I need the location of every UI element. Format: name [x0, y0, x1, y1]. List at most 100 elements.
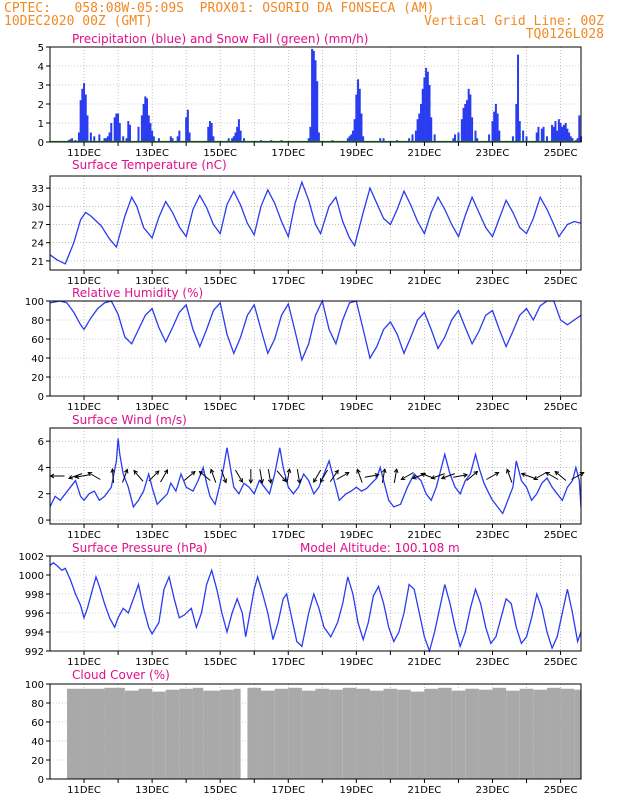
x-tick-label: 11DEC	[67, 402, 101, 413]
wind-arrow	[160, 469, 168, 483]
y-tick-label: 998	[25, 590, 44, 601]
precipitation-bar	[144, 96, 147, 142]
wind-arrow	[199, 471, 211, 481]
cloud-cover-bar	[203, 690, 221, 779]
precipitation-bar	[467, 88, 470, 142]
cloud-cover-bar	[274, 688, 289, 779]
series-line	[49, 438, 582, 515]
cloud-cover-bar	[220, 689, 234, 779]
wind-arrow-head	[440, 475, 446, 480]
cloud-cover-bar	[397, 689, 411, 779]
wind-arrow-head	[374, 473, 380, 478]
precipitation-bar	[113, 117, 116, 142]
precipitation-bar	[157, 138, 160, 142]
wind-arrow	[453, 474, 468, 478]
x-tick-label: 11DEC	[67, 530, 101, 541]
precipitation-bar	[309, 126, 312, 142]
precipitation-bar	[128, 124, 131, 142]
precipitation-bar	[171, 138, 174, 142]
x-tick-label: 15DEC	[203, 148, 237, 159]
precipitation-bar	[569, 136, 572, 142]
chart-header-left: CPTEC: 058:08W-05:09S PROX01: OSORIO DA …	[4, 2, 434, 28]
x-tick-label: 19DEC	[339, 785, 373, 796]
x-tick-label: 15DEC	[203, 530, 237, 541]
precipitation-bar	[568, 132, 571, 142]
panel-title: Surface Pressure (hPa)	[72, 541, 208, 555]
precipitation-bar	[576, 138, 579, 142]
panel-frame	[49, 683, 582, 780]
precipitation-bar	[118, 123, 121, 142]
y-tick-label: 40	[31, 354, 44, 365]
wind-arrow	[533, 472, 547, 480]
x-tick-label: 19DEC	[339, 530, 373, 541]
y-tick-label: 996	[25, 609, 44, 620]
precipitation-bar	[178, 130, 181, 142]
wind-arrow-head	[154, 470, 160, 476]
y-tick-label: 24	[31, 239, 44, 250]
precipitation-bar	[362, 136, 365, 142]
y-tick-label: 80	[31, 699, 44, 710]
x-tick-label: 23DEC	[476, 530, 510, 541]
wind-arrow	[259, 469, 263, 483]
x-tick-label: 15DEC	[203, 785, 237, 796]
x-tick-label: 21DEC	[408, 402, 442, 413]
wind-arrow-head	[248, 479, 254, 485]
precipitation-bar	[416, 119, 419, 142]
precipitation-bar	[110, 123, 113, 142]
cloud-cover-bar	[410, 691, 425, 779]
wind-arrow	[466, 471, 478, 481]
cloud-cover-bar	[519, 688, 534, 779]
cloud-cover-bar	[301, 690, 316, 779]
cloud-cover-bar	[67, 688, 85, 779]
x-tick-label: 13DEC	[135, 530, 169, 541]
precipitation-bar	[545, 136, 548, 142]
x-tick-label: 25DEC	[544, 657, 578, 668]
wind-arrow-head	[393, 468, 399, 474]
wind-arrow-head	[430, 475, 436, 480]
cloud-cover-bar	[438, 687, 452, 779]
panel-3	[46, 427, 585, 528]
precipitation-bar	[540, 128, 543, 142]
precipitation-bar	[425, 67, 428, 142]
x-tick-label: 13DEC	[135, 657, 169, 668]
precipitation-bar	[243, 138, 246, 142]
precipitation-bar	[471, 117, 474, 142]
precipitation-bar	[84, 94, 87, 142]
precipitation-bar	[496, 113, 499, 142]
cloud-cover-bar	[165, 689, 180, 779]
wind-arrow-head	[334, 469, 339, 475]
precipitation-bar	[522, 130, 525, 142]
x-tick-label: 17DEC	[271, 530, 305, 541]
cloud-cover-bar	[104, 687, 125, 779]
precipitation-bar	[518, 121, 521, 142]
precipitation-bar	[239, 130, 242, 142]
precipitation-bar	[234, 132, 237, 142]
y-tick-label: 2	[38, 100, 44, 111]
precipitation-bar	[79, 100, 82, 142]
wind-arrow-head	[533, 475, 539, 481]
wind-arrow-head	[420, 472, 426, 477]
panel-title: Surface Wind (m/s)	[72, 413, 187, 427]
wind-arrow-head	[133, 469, 138, 475]
precipitation-bar	[176, 136, 179, 142]
precipitation-bar	[77, 132, 80, 142]
x-tick-label: 17DEC	[271, 402, 305, 413]
y-tick-label: 60	[31, 718, 44, 729]
precipitation-bar	[535, 132, 538, 142]
panel-5	[46, 683, 582, 783]
wind-arrow-head	[411, 475, 417, 480]
precipitation-bar	[382, 138, 385, 142]
wind-arrow-head	[123, 468, 129, 474]
panel-frame	[49, 46, 582, 143]
cloud-cover-bar	[152, 691, 166, 779]
x-tick-label: 15DEC	[203, 657, 237, 668]
precipitation-bar	[542, 126, 545, 142]
cloud-cover-bar	[383, 688, 398, 779]
panel-annotation: Model Altitude: 100.108 m	[300, 541, 460, 555]
wind-arrow-head	[520, 472, 526, 477]
precipitation-bar	[464, 104, 467, 142]
y-tick-label: 2	[38, 490, 44, 501]
precipitation-bar	[350, 134, 353, 142]
precipitation-bar	[517, 54, 520, 142]
precipitation-bar	[83, 83, 86, 142]
